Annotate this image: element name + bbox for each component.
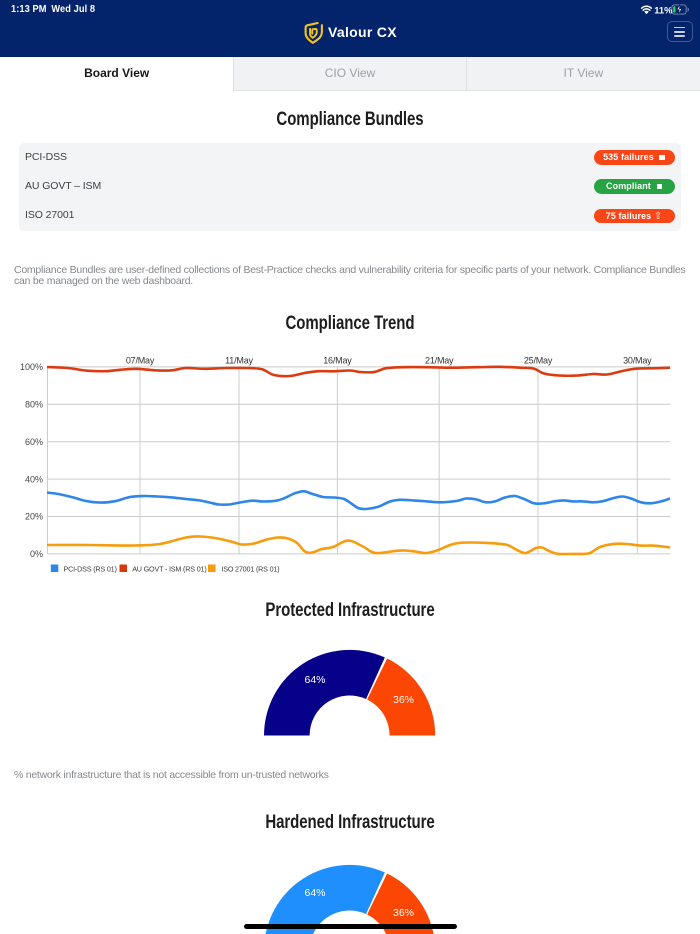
svg-text:07/May: 07/May: [126, 356, 155, 366]
svg-text:100%: 100%: [20, 362, 43, 372]
svg-text:30/May: 30/May: [623, 356, 652, 366]
svg-text:64%: 64%: [304, 674, 325, 686]
svg-text:20%: 20%: [25, 512, 43, 522]
svg-text:80%: 80%: [25, 400, 43, 410]
svg-text:40%: 40%: [25, 474, 43, 484]
svg-text:36%: 36%: [393, 694, 414, 706]
svg-text:AU GOVT - ISM (RS 01): AU GOVT - ISM (RS 01): [132, 565, 206, 574]
svg-text:60%: 60%: [25, 437, 43, 447]
svg-text:36%: 36%: [393, 907, 414, 919]
svg-text:16/May: 16/May: [323, 356, 352, 366]
svg-text:11/May: 11/May: [225, 356, 253, 366]
svg-text:25/May: 25/May: [524, 356, 553, 366]
svg-text:21/May: 21/May: [425, 356, 454, 366]
svg-text:PCI-DSS (RS 01): PCI-DSS (RS 01): [64, 565, 117, 574]
svg-text:11%: 11%: [654, 5, 673, 16]
svg-text:ISO 27001 (RS 01): ISO 27001 (RS 01): [221, 565, 279, 574]
svg-text:0%: 0%: [30, 549, 43, 559]
svg-text:64%: 64%: [304, 887, 325, 899]
